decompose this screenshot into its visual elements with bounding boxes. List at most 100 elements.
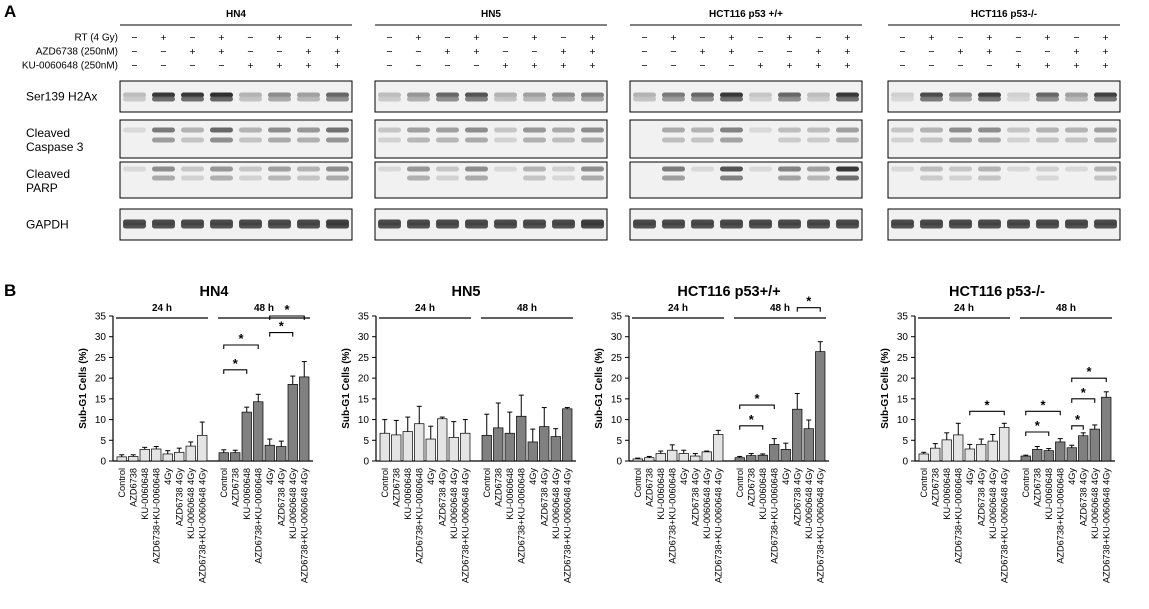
bar — [516, 415, 527, 462]
bar — [1043, 450, 1054, 462]
significance-bracket — [223, 344, 259, 349]
condition-sign: + — [986, 46, 992, 58]
condition-sign: − — [899, 32, 905, 44]
condition-sign: − — [1044, 46, 1050, 58]
bar — [918, 453, 929, 462]
bar — [976, 444, 987, 462]
blot-band — [778, 137, 801, 143]
significance-bracket — [739, 404, 775, 410]
bar — [1101, 396, 1112, 462]
category-label: KU-0060648 4Gy — [988, 468, 998, 539]
y-tick-label: 10 — [95, 415, 107, 426]
blot-band — [891, 96, 914, 102]
blot-band — [891, 222, 914, 229]
bar — [1078, 435, 1089, 462]
condition-sign: + — [786, 60, 792, 72]
category-label: AZD6738+KU-0060648 4Gy — [1101, 468, 1111, 584]
blot-band — [436, 96, 459, 102]
condition-sign: − — [928, 46, 934, 58]
category-label: AZD6738 — [930, 468, 940, 507]
blot-band — [181, 92, 204, 98]
significance-bracket — [269, 315, 305, 320]
blot-band — [378, 96, 401, 102]
blot-band — [633, 96, 656, 102]
blot-band — [123, 96, 146, 102]
category-label: KU-0060648 — [140, 468, 150, 520]
condition-sign: − — [560, 32, 566, 44]
category-label: Control — [1021, 468, 1031, 498]
condition-sign: + — [589, 32, 595, 44]
category-label: 4Gy — [781, 468, 791, 485]
bar — [1020, 455, 1031, 462]
blot-band — [1036, 127, 1059, 133]
blot-band — [807, 127, 830, 133]
category-label: KU-0060648 — [242, 468, 252, 520]
condition-sign: − — [986, 60, 992, 72]
panel-label-b: B — [4, 281, 16, 300]
blot-band — [407, 222, 430, 229]
condition-label: RT (4 Gy) — [74, 33, 118, 44]
blot-band — [239, 175, 262, 181]
condition-sign: + — [699, 46, 705, 58]
blot-band — [1094, 222, 1117, 229]
blot-band — [210, 137, 233, 143]
category-label: AZD6738+KU-0060648 — [414, 468, 424, 564]
category-label: KU-0060648 — [942, 468, 952, 520]
category-label: AZD6738 4Gy — [539, 468, 549, 527]
category-label: Control — [117, 468, 127, 498]
blot-band — [123, 127, 146, 133]
category-label: AZD6738+KU-0060648 — [667, 468, 677, 564]
bar — [414, 423, 425, 462]
blot-band — [978, 222, 1001, 229]
blot-band — [749, 92, 772, 98]
significance-bracket — [1025, 431, 1050, 436]
category-label: AZD6738 4Gy — [976, 468, 986, 527]
blot-band — [581, 96, 604, 102]
blot-band — [181, 166, 204, 172]
blot-band — [523, 137, 546, 143]
condition-sign: + — [531, 32, 537, 44]
condition-sign: − — [1073, 32, 1079, 44]
chart-title: HN5 — [451, 284, 480, 300]
category-label: KU-0060648 — [403, 468, 413, 520]
significance-star: * — [984, 397, 990, 412]
bar — [1032, 449, 1043, 462]
blot-band — [326, 222, 349, 229]
blot-band — [552, 166, 575, 172]
blot-band — [978, 92, 1001, 98]
significance-star: * — [1081, 385, 1087, 400]
blot-band — [581, 127, 604, 133]
significance-star: * — [1086, 364, 1092, 379]
bar — [241, 411, 252, 462]
category-label: KU-0060648 — [1044, 468, 1054, 520]
condition-sign: + — [757, 60, 763, 72]
blot-row-label: PARP — [26, 181, 58, 195]
blot-row-label: Cleaved — [26, 167, 70, 181]
condition-sign: + — [1102, 46, 1108, 58]
category-label: 4Gy — [426, 468, 436, 485]
blot-band — [836, 166, 859, 172]
blot-band — [1036, 175, 1059, 181]
group-label: 48 h — [517, 303, 537, 314]
blot-band — [152, 175, 175, 181]
condition-sign: − — [641, 32, 647, 44]
blot-band — [297, 175, 320, 181]
y-tick-label: 15 — [897, 394, 909, 405]
blot-band — [1094, 137, 1117, 143]
bar — [1066, 447, 1077, 462]
y-axis-label: Sub-G1 Cells (%) — [78, 348, 89, 429]
category-label: KU-0060648 4Gy — [186, 468, 196, 539]
blot-band — [494, 96, 517, 102]
blot-band — [552, 96, 575, 102]
category-label: AZD6738+KU-0060648 4Gy — [713, 468, 723, 584]
blot-band — [465, 137, 488, 143]
blot-band — [949, 96, 972, 102]
blot-band — [1094, 166, 1117, 172]
condition-sign: + — [531, 60, 537, 72]
blot-band — [836, 222, 859, 229]
group-label: 24 h — [152, 303, 172, 314]
y-tick-label: 35 — [358, 312, 370, 323]
blot-band — [720, 127, 743, 133]
significance-star: * — [1040, 397, 1046, 412]
